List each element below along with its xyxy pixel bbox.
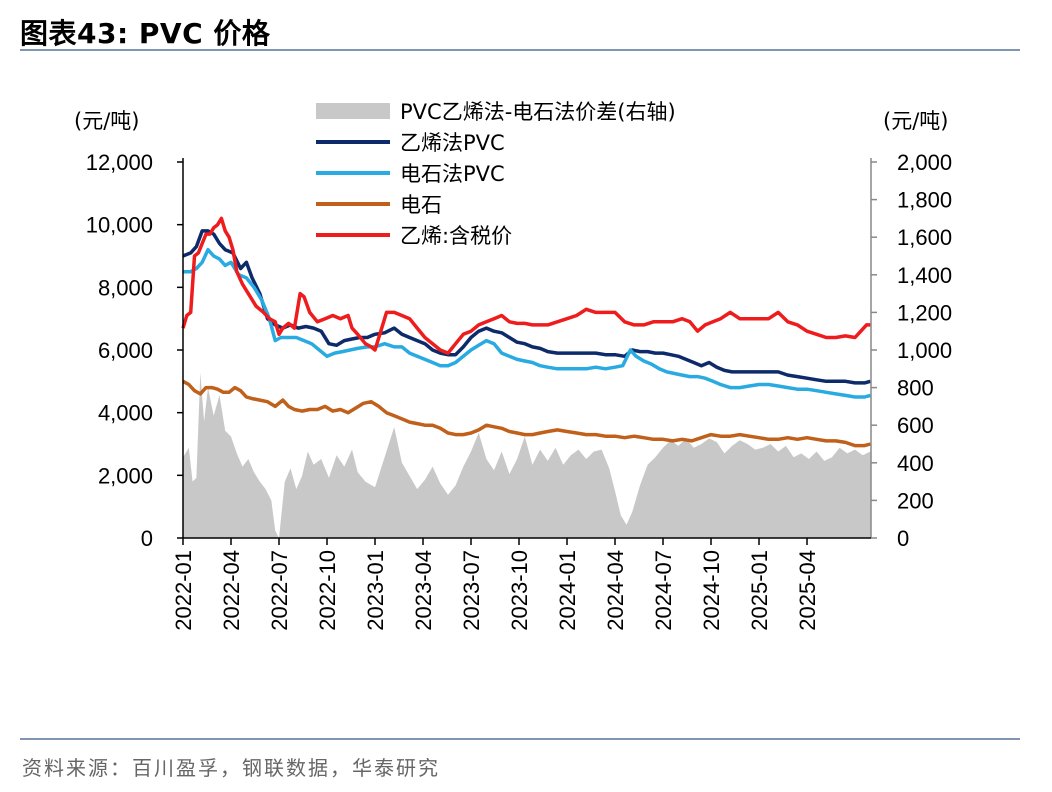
right-tick-label: 400 bbox=[897, 451, 934, 476]
x-tick-label: 2022-01 bbox=[171, 550, 196, 631]
right-tick-label: 800 bbox=[897, 376, 934, 401]
axes-layer: 0 2,000 4,000 6,000 8,000 10,000 12,000 0 200 400… bbox=[86, 150, 952, 631]
x-tick-label: 2023-01 bbox=[363, 550, 388, 631]
right-tick-label: 1,000 bbox=[897, 338, 952, 363]
x-tick-label: 2024-07 bbox=[651, 550, 676, 631]
left-axis-unit: (元/吨) bbox=[74, 109, 139, 133]
left-tick-label: 6,000 bbox=[98, 338, 153, 363]
line-layer bbox=[181, 216, 871, 448]
legend-label: 乙烯:含税价 bbox=[400, 224, 512, 248]
right-tick-label: 0 bbox=[897, 526, 909, 551]
x-tick-label: 2022-07 bbox=[267, 550, 292, 631]
x-tick-label: 2024-10 bbox=[699, 550, 724, 631]
title-rule bbox=[20, 49, 1020, 51]
right-tick-label: 1,200 bbox=[897, 300, 952, 325]
legend-label: 电石 bbox=[400, 193, 442, 217]
left-tick-label: 2,000 bbox=[98, 463, 153, 488]
pvc-price-chart: 0 2,000 4,000 6,000 8,000 10,000 12,000 0 200 400… bbox=[74, 100, 952, 631]
right-tick-label: 1,600 bbox=[897, 225, 952, 250]
legend-label: 乙烯法PVC bbox=[400, 131, 505, 155]
x-tick-label: 2022-04 bbox=[219, 550, 244, 631]
right-tick-label: 2,000 bbox=[897, 150, 952, 175]
left-tick-label: 10,000 bbox=[86, 213, 153, 238]
area-layer bbox=[183, 372, 871, 538]
left-tick-label: 0 bbox=[141, 526, 153, 551]
right-tick-label: 600 bbox=[897, 413, 934, 438]
series-line-3 bbox=[182, 379, 871, 448]
source-rule bbox=[20, 738, 1020, 740]
right-tick-label: 1,800 bbox=[897, 188, 952, 213]
series-line-4 bbox=[181, 216, 871, 355]
series-area-spread bbox=[183, 372, 871, 538]
x-tick-label: 2025-01 bbox=[747, 550, 772, 631]
right-axis-unit: (元/吨) bbox=[883, 109, 948, 133]
legend-swatch-area bbox=[316, 103, 390, 119]
x-tick-label: 2025-04 bbox=[795, 550, 820, 631]
x-tick-label: 2023-07 bbox=[459, 550, 484, 631]
x-tick-label: 2023-04 bbox=[411, 550, 436, 631]
source-note: 资料来源：百川盈孚，钢联数据，华泰研究 bbox=[22, 756, 440, 780]
legend-label: PVC乙烯法-电石法价差(右轴) bbox=[400, 100, 676, 124]
left-tick-label: 8,000 bbox=[98, 275, 153, 300]
figure-title: 图表43: PVC 价格 bbox=[20, 17, 271, 50]
left-tick-label: 4,000 bbox=[98, 401, 153, 426]
x-tick-label: 2024-04 bbox=[603, 550, 628, 631]
left-tick-label: 12,000 bbox=[86, 150, 153, 175]
legend-label: 电石法PVC bbox=[400, 162, 505, 186]
right-tick-label: 1,400 bbox=[897, 263, 952, 288]
x-tick-label: 2024-01 bbox=[555, 550, 580, 631]
series-line-2 bbox=[183, 247, 871, 399]
x-tick-label: 2022-10 bbox=[315, 550, 340, 631]
right-tick-label: 200 bbox=[897, 488, 934, 513]
x-tick-label: 2023-10 bbox=[507, 550, 532, 631]
